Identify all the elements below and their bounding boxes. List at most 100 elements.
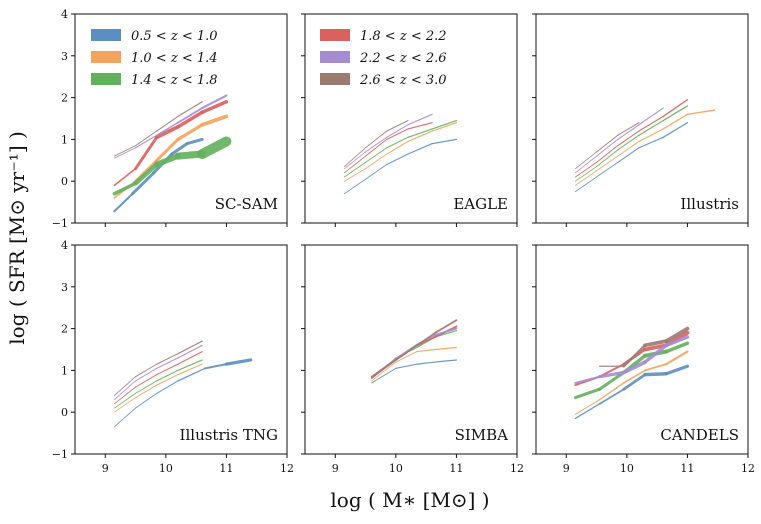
panel-illustris: Illustris xyxy=(532,13,749,227)
series-segment xyxy=(662,113,689,130)
legend-swatch xyxy=(91,29,121,41)
series-segment xyxy=(113,192,134,213)
series-segment xyxy=(343,155,366,174)
series-segment xyxy=(573,387,602,400)
series-5 xyxy=(113,94,228,159)
series-6 xyxy=(113,101,203,157)
x-tick-label: 12 xyxy=(510,462,524,475)
series-segment xyxy=(686,109,716,116)
panel-label: Illustris TNG xyxy=(180,426,278,444)
series-segment xyxy=(664,364,690,376)
series-segment xyxy=(416,348,436,353)
series-segment xyxy=(416,361,436,365)
panel-frame xyxy=(535,244,749,455)
panel-label: SC-SAM xyxy=(215,195,278,213)
series-segment xyxy=(596,161,619,178)
series-segment xyxy=(416,331,437,347)
x-tick-label: 11 xyxy=(219,462,233,475)
series-segment xyxy=(365,153,388,170)
series-5 xyxy=(574,335,690,384)
series-segment xyxy=(617,140,640,157)
series-segment xyxy=(386,120,409,132)
series-segment xyxy=(617,134,640,151)
series-segment xyxy=(643,343,668,364)
y-tick-label: 0 xyxy=(61,406,68,419)
series-segment xyxy=(177,363,203,376)
series-segment xyxy=(662,105,689,122)
series-segment xyxy=(200,100,229,114)
panel-sc-sam: −1 0 1 2 3 4 SC-SAM xyxy=(52,8,288,230)
series-segment xyxy=(177,344,203,359)
series-1 xyxy=(343,138,458,195)
panel-label: CANDELS xyxy=(660,426,739,444)
y-tick-label: 4 xyxy=(61,8,68,21)
series-2 xyxy=(574,350,689,415)
legend-swatch xyxy=(91,51,121,63)
panel-simba: 9 10 11 12 SIMBA xyxy=(301,244,524,475)
series-6 xyxy=(574,122,640,170)
series-segment xyxy=(134,134,158,149)
series-segment xyxy=(156,115,179,132)
series-segment xyxy=(370,359,397,378)
legend-swatch xyxy=(320,51,350,63)
series-segment xyxy=(343,151,366,170)
series-segment xyxy=(574,403,601,420)
y-tick-label: 1 xyxy=(61,364,68,377)
series-segment xyxy=(133,162,160,186)
panel-eagle: EAGLE xyxy=(301,13,518,227)
series-segment xyxy=(185,137,204,146)
series-segment xyxy=(574,155,597,174)
series-2 xyxy=(371,346,458,382)
legend-label: 1.0 < z < 1.4 xyxy=(131,51,218,66)
series-4 xyxy=(574,98,689,178)
series-segment xyxy=(597,370,626,379)
y-tick-label: 2 xyxy=(61,92,68,105)
series-segment xyxy=(617,124,640,140)
x-tick-label: 11 xyxy=(680,462,694,475)
series-segment xyxy=(574,151,597,170)
series-3 xyxy=(113,359,203,409)
x-tick-label: 12 xyxy=(280,462,294,475)
series-segment xyxy=(643,371,668,377)
x-tick-label: 10 xyxy=(389,462,403,475)
legend-label: 2.6 < z < 3.0 xyxy=(359,73,447,88)
series-segment xyxy=(574,170,597,186)
series-segment xyxy=(177,351,203,365)
y-tick-label: 0 xyxy=(61,175,68,188)
legend-swatch xyxy=(320,73,350,85)
series-segment xyxy=(638,136,664,149)
series-segment xyxy=(365,138,388,157)
series-segment xyxy=(113,376,136,396)
y-tick-label: 3 xyxy=(61,50,68,63)
x-tick-label: 9 xyxy=(332,462,339,475)
series-segment xyxy=(154,124,180,140)
series-segment xyxy=(176,123,204,142)
series-segment xyxy=(177,367,206,382)
series-segment xyxy=(638,128,664,143)
y-tick-label: −1 xyxy=(52,448,68,461)
series-segment xyxy=(574,399,601,415)
series-segment xyxy=(177,340,203,355)
series-segment xyxy=(638,115,664,132)
series-segment xyxy=(617,122,640,136)
series-segment xyxy=(135,392,158,409)
series-segment xyxy=(365,147,388,163)
series-segment xyxy=(365,164,388,180)
legend-swatch xyxy=(91,73,121,85)
series-segment xyxy=(662,122,689,138)
series-1 xyxy=(574,122,689,193)
series-segment xyxy=(617,147,640,163)
series-segment xyxy=(434,346,458,351)
series-segment xyxy=(434,327,458,336)
series-segment xyxy=(665,350,689,366)
legend-label: 0.5 < z < 1.0 xyxy=(131,29,218,44)
series-segment xyxy=(596,145,619,163)
x-tick-label: 10 xyxy=(620,462,634,475)
series-3 xyxy=(343,119,458,178)
x-tick-label: 10 xyxy=(159,462,173,475)
y-tick-label: 3 xyxy=(61,281,68,294)
series-segment xyxy=(664,326,690,344)
series-segment xyxy=(343,168,366,182)
